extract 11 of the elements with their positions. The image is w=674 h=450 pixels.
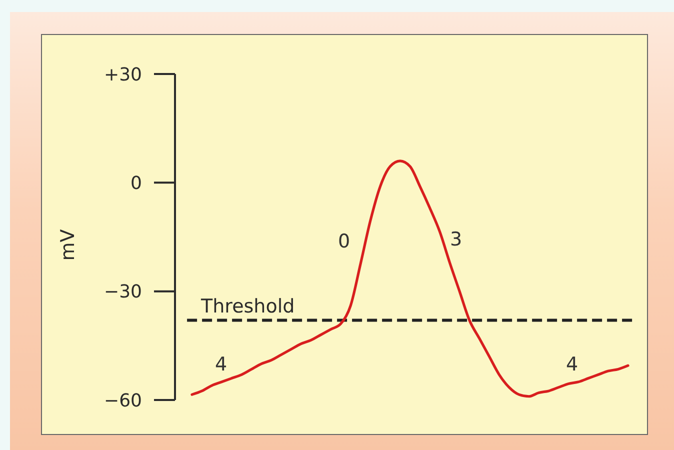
ref-line-label: Threshold [200, 295, 295, 318]
y-axis-title: mV [57, 229, 79, 261]
annotation: 4 [566, 354, 578, 376]
annotation: 0 [338, 230, 350, 252]
y-tick-label: +30 [104, 64, 142, 86]
line-series [190, 160, 630, 398]
y-tick-label: −30 [104, 282, 142, 303]
annotation: 3 [450, 228, 462, 250]
y-tick-label: −60 [104, 390, 142, 412]
annotation: 4 [214, 354, 228, 376]
y-tick-label: 0 [130, 173, 142, 194]
